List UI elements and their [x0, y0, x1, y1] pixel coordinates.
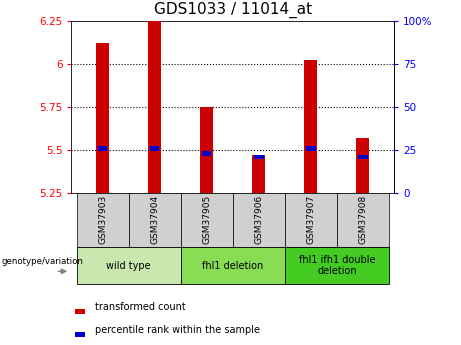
Text: GSM37907: GSM37907: [307, 195, 315, 244]
Bar: [75, 309, 85, 314]
Bar: [200, 107, 213, 193]
Bar: [202, 151, 212, 156]
Bar: [254, 155, 264, 159]
Bar: [75, 332, 85, 337]
Bar: [285, 247, 389, 284]
Bar: [337, 193, 389, 247]
Bar: [96, 43, 109, 193]
Bar: [233, 193, 285, 247]
Text: wild type: wild type: [106, 261, 151, 270]
Text: GSM37905: GSM37905: [202, 195, 211, 244]
Bar: [77, 247, 181, 284]
Bar: [98, 146, 107, 150]
Bar: [181, 193, 233, 247]
Bar: [306, 146, 316, 150]
Bar: [129, 193, 181, 247]
Text: GSM37904: GSM37904: [150, 195, 159, 244]
Text: genotype/variation: genotype/variation: [1, 257, 83, 266]
Bar: [358, 155, 367, 159]
Bar: [356, 138, 369, 193]
Bar: [148, 17, 161, 193]
Bar: [150, 146, 160, 150]
Text: fhl1 deletion: fhl1 deletion: [202, 261, 263, 270]
Text: GSM37906: GSM37906: [254, 195, 263, 244]
Text: fhl1 ifh1 double
deletion: fhl1 ifh1 double deletion: [299, 255, 375, 276]
Text: GSM37908: GSM37908: [358, 195, 367, 244]
Bar: [77, 193, 129, 247]
Bar: [181, 247, 285, 284]
Text: GSM37903: GSM37903: [98, 195, 107, 244]
Text: transformed count: transformed count: [95, 302, 186, 312]
Title: GDS1033 / 11014_at: GDS1033 / 11014_at: [154, 2, 312, 18]
Bar: [304, 60, 317, 193]
Text: percentile rank within the sample: percentile rank within the sample: [95, 325, 260, 335]
Bar: [252, 155, 266, 193]
Bar: [285, 193, 337, 247]
